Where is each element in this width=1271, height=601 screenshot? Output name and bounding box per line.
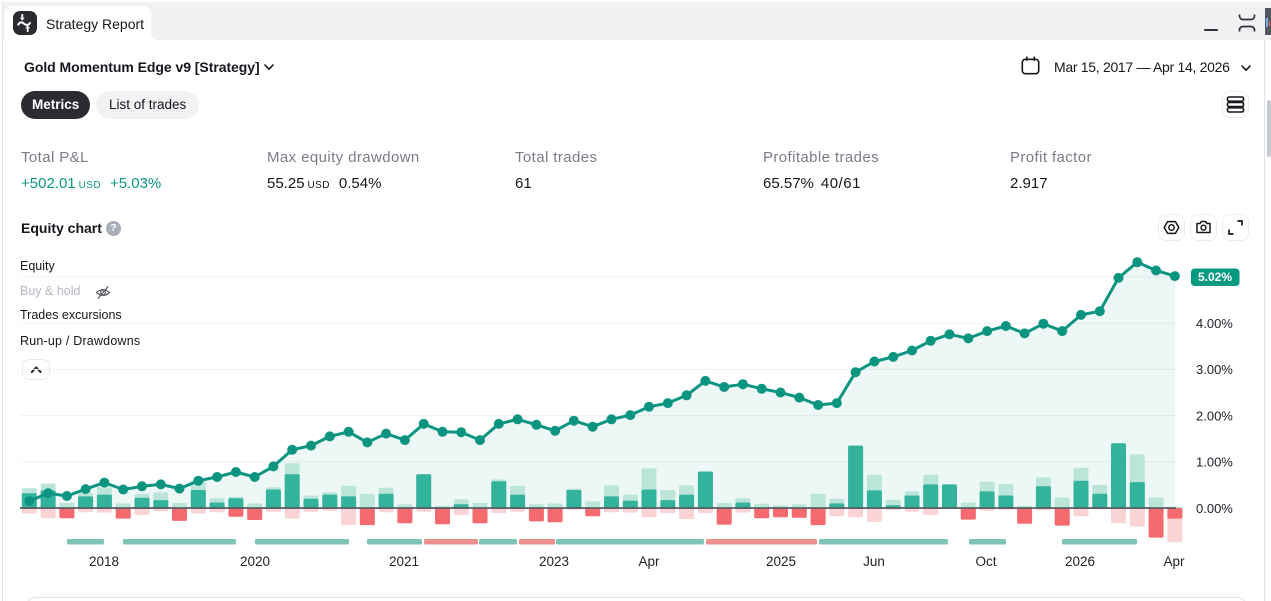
svg-text:2020: 2020 (240, 554, 270, 569)
svg-text:Apr: Apr (1163, 554, 1185, 569)
svg-text:5.02%: 5.02% (1198, 270, 1232, 284)
svg-text:2023: 2023 (539, 554, 569, 569)
svg-text:0.00%: 0.00% (1196, 501, 1233, 516)
svg-text:Oct: Oct (975, 554, 996, 569)
svg-text:3.00%: 3.00% (1196, 362, 1233, 377)
svg-text:2018: 2018 (89, 554, 119, 569)
svg-text:2025: 2025 (766, 554, 796, 569)
svg-text:Jun: Jun (863, 554, 885, 569)
svg-text:2026: 2026 (1065, 554, 1095, 569)
svg-text:4.00%: 4.00% (1196, 316, 1233, 331)
svg-text:Apr: Apr (638, 554, 660, 569)
svg-text:2.00%: 2.00% (1196, 408, 1233, 423)
svg-text:1.00%: 1.00% (1196, 455, 1233, 470)
svg-text:2021: 2021 (389, 554, 419, 569)
